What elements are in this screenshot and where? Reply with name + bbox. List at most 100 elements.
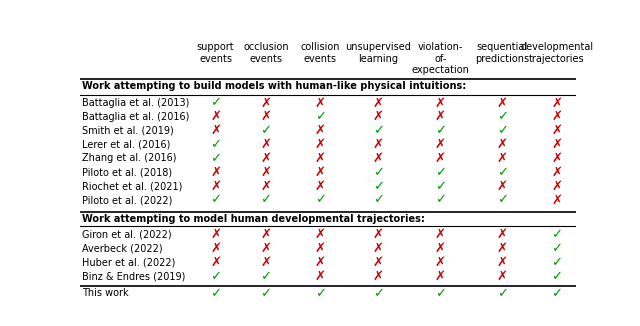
Text: ✗: ✗ — [497, 228, 508, 241]
Text: ✓: ✓ — [551, 228, 562, 241]
Text: Giron et al. (2022): Giron et al. (2022) — [83, 230, 172, 240]
Text: ✓: ✓ — [551, 270, 562, 283]
Text: ✗: ✗ — [551, 166, 562, 179]
Text: violation-
of-
expectation: violation- of- expectation — [412, 42, 469, 75]
Text: Smith et al. (2019): Smith et al. (2019) — [83, 126, 174, 136]
Text: ✓: ✓ — [260, 124, 271, 137]
Text: ✗: ✗ — [435, 242, 446, 255]
Text: ✗: ✗ — [315, 270, 326, 283]
Text: Riochet et al. (2021): Riochet et al. (2021) — [83, 181, 182, 191]
Text: ✗: ✗ — [497, 180, 508, 193]
Text: ✓: ✓ — [315, 194, 326, 207]
Text: ✗: ✗ — [315, 138, 326, 151]
Text: ✓: ✓ — [435, 180, 446, 193]
Text: ✓: ✓ — [210, 194, 221, 207]
Text: ✗: ✗ — [315, 180, 326, 193]
Text: ✓: ✓ — [210, 287, 221, 300]
Text: ✗: ✗ — [315, 256, 326, 269]
Text: ✓: ✓ — [497, 166, 508, 179]
Text: ✓: ✓ — [497, 124, 508, 137]
Text: sequential
predictions: sequential predictions — [476, 42, 529, 64]
Text: Work attempting to model human developmental trajectories:: Work attempting to model human developme… — [83, 214, 425, 224]
Text: ✗: ✗ — [210, 242, 221, 255]
Text: ✗: ✗ — [373, 228, 384, 241]
Text: occlusion
events: occlusion events — [243, 42, 289, 64]
Text: ✗: ✗ — [373, 96, 384, 110]
Text: ✗: ✗ — [315, 152, 326, 165]
Text: ✓: ✓ — [551, 242, 562, 255]
Text: ✓: ✓ — [315, 287, 326, 300]
Text: ✗: ✗ — [497, 242, 508, 255]
Text: ✓: ✓ — [260, 287, 271, 300]
Text: ✗: ✗ — [497, 96, 508, 110]
Text: ✗: ✗ — [497, 138, 508, 151]
Text: ✗: ✗ — [435, 111, 446, 123]
Text: ✓: ✓ — [210, 270, 221, 283]
Text: ✗: ✗ — [435, 228, 446, 241]
Text: developmental
trajectories: developmental trajectories — [520, 42, 593, 64]
Text: ✓: ✓ — [373, 124, 384, 137]
Text: Work attempting to build models with human-like physical intuitions:: Work attempting to build models with hum… — [83, 82, 467, 92]
Text: ✗: ✗ — [551, 111, 562, 123]
Text: ✗: ✗ — [315, 96, 326, 110]
Text: ✗: ✗ — [260, 180, 271, 193]
Text: ✓: ✓ — [260, 270, 271, 283]
Text: ✗: ✗ — [435, 96, 446, 110]
Text: ✗: ✗ — [497, 152, 508, 165]
Text: ✓: ✓ — [315, 111, 326, 123]
Text: ✓: ✓ — [373, 166, 384, 179]
Text: Binz & Endres (2019): Binz & Endres (2019) — [83, 271, 186, 281]
Text: ✓: ✓ — [497, 194, 508, 207]
Text: ✗: ✗ — [260, 138, 271, 151]
Text: ✗: ✗ — [435, 270, 446, 283]
Text: ✓: ✓ — [435, 166, 446, 179]
Text: ✗: ✗ — [373, 256, 384, 269]
Text: Zhang et al. (2016): Zhang et al. (2016) — [83, 154, 177, 163]
Text: ✗: ✗ — [210, 180, 221, 193]
Text: ✓: ✓ — [435, 287, 446, 300]
Text: Averbeck (2022): Averbeck (2022) — [83, 244, 163, 254]
Text: ✗: ✗ — [435, 138, 446, 151]
Text: unsupervised
learning: unsupervised learning — [346, 42, 412, 64]
Text: ✓: ✓ — [551, 287, 562, 300]
Text: ✓: ✓ — [373, 287, 384, 300]
Text: ✗: ✗ — [373, 152, 384, 165]
Text: ✓: ✓ — [373, 180, 384, 193]
Text: ✓: ✓ — [210, 96, 221, 110]
Text: ✓: ✓ — [551, 256, 562, 269]
Text: ✗: ✗ — [260, 256, 271, 269]
Text: ✗: ✗ — [373, 111, 384, 123]
Text: Battaglia et al. (2013): Battaglia et al. (2013) — [83, 98, 189, 108]
Text: ✗: ✗ — [373, 138, 384, 151]
Text: support
events: support events — [197, 42, 234, 64]
Text: ✗: ✗ — [315, 166, 326, 179]
Text: ✗: ✗ — [260, 96, 271, 110]
Text: Huber et al. (2022): Huber et al. (2022) — [83, 258, 176, 267]
Text: ✗: ✗ — [373, 242, 384, 255]
Text: Piloto et al. (2018): Piloto et al. (2018) — [83, 167, 172, 177]
Text: ✗: ✗ — [260, 242, 271, 255]
Text: ✗: ✗ — [210, 228, 221, 241]
Text: Piloto et al. (2022): Piloto et al. (2022) — [83, 195, 173, 205]
Text: ✗: ✗ — [551, 96, 562, 110]
Text: ✗: ✗ — [210, 111, 221, 123]
Text: ✗: ✗ — [551, 194, 562, 207]
Text: ✓: ✓ — [435, 124, 446, 137]
Text: ✓: ✓ — [210, 138, 221, 151]
Text: ✗: ✗ — [551, 124, 562, 137]
Text: ✗: ✗ — [497, 256, 508, 269]
Text: ✗: ✗ — [497, 270, 508, 283]
Text: ✓: ✓ — [497, 111, 508, 123]
Text: ✗: ✗ — [210, 166, 221, 179]
Text: ✗: ✗ — [435, 152, 446, 165]
Text: ✗: ✗ — [315, 228, 326, 241]
Text: ✗: ✗ — [260, 152, 271, 165]
Text: ✓: ✓ — [497, 287, 508, 300]
Text: ✓: ✓ — [373, 194, 384, 207]
Text: ✓: ✓ — [435, 194, 446, 207]
Text: ✗: ✗ — [551, 152, 562, 165]
Text: ✓: ✓ — [260, 194, 271, 207]
Text: ✗: ✗ — [260, 111, 271, 123]
Text: ✗: ✗ — [315, 124, 326, 137]
Text: ✗: ✗ — [315, 242, 326, 255]
